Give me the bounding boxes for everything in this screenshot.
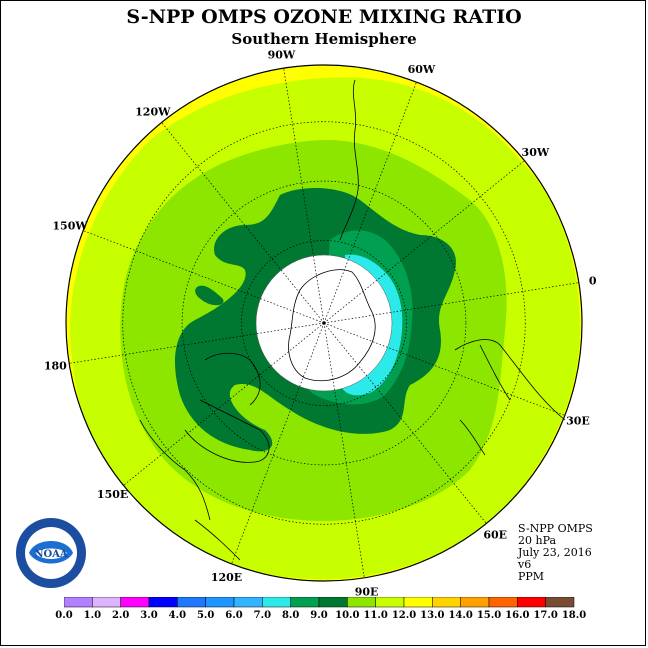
colorbar-tick-label: 12.0 (391, 610, 417, 621)
graticule (69, 68, 579, 578)
colorbar-swatch (205, 597, 235, 608)
colorbar-tick-label: 3.0 (140, 610, 158, 621)
colorbar-swatch (347, 597, 376, 608)
colorbar-tick-label: 9.0 (310, 610, 328, 621)
longitude-label: 90W (268, 48, 296, 61)
colorbar-tick-label: 6.0 (225, 610, 243, 621)
colorbar-swatch (262, 597, 291, 608)
colorbar-swatch (318, 597, 348, 608)
colorbar-tick-label: 13.0 (420, 610, 445, 621)
noaa-logo: NOAA (16, 518, 86, 588)
colorbar-swatch (403, 597, 433, 608)
colorbar-tick-label: 14.0 (448, 610, 473, 621)
africa-coast (454, 339, 566, 456)
meridian-line (83, 230, 325, 324)
ozone-field (66, 65, 582, 581)
latitude-circle (241, 240, 407, 406)
info-units: PPM (518, 570, 545, 583)
meridian-line (123, 322, 325, 486)
colorbar-tick-label: 11.0 (363, 610, 388, 621)
longitude-label: 60W (408, 63, 436, 76)
colorbar-swatch (375, 597, 405, 608)
south-america-coast (339, 79, 359, 241)
info-block: S-NPP OMPS 20 hPa July 23, 2016 v6 PPM (518, 523, 593, 583)
info-date: July 23, 2016 (518, 546, 592, 559)
colorbar-swatch (120, 597, 150, 608)
colorbar-swatch (148, 597, 178, 608)
colorbar-tick-label: 0.0 (55, 610, 73, 621)
map-boundary (65, 64, 583, 582)
colorbar-tick-label: 18.0 (561, 610, 587, 621)
info-level: 20 hPa (518, 534, 557, 547)
longitude-label: 150E (97, 488, 128, 501)
colorbar-swatch (64, 597, 93, 608)
meridian-line (283, 68, 325, 324)
south-pole-marker (322, 321, 326, 325)
colorbar-tick-label: 15.0 (476, 610, 502, 621)
longitude-label: 0 (589, 274, 597, 287)
colorbar-swatch (233, 597, 263, 608)
colorbar-tick-label: 5.0 (196, 610, 215, 621)
meridian-line (323, 322, 487, 524)
longitude-label: 120W (135, 106, 171, 119)
polar-night-outline (255, 254, 393, 392)
meridian-line (323, 160, 525, 324)
colorbar-swatch (545, 597, 575, 608)
colorbar-swatch (177, 597, 206, 608)
colorbar-tick-label: 1.0 (83, 610, 102, 621)
meridian-line (69, 322, 325, 364)
colorbar-swatch (92, 597, 121, 608)
longitude-label: 180 (44, 360, 67, 373)
meridian-line (323, 82, 417, 324)
longitude-labels: 90W 60W 30W 0 30E 60E 90E 120E 150E 180 150W 120W (44, 48, 597, 598)
colorbar-tick-label: 10.0 (335, 610, 360, 621)
map-title: S-NPP OMPS OZONE MIXING RATIO (126, 6, 522, 28)
meridian-line (161, 122, 325, 324)
colorbar-swatch (460, 597, 490, 608)
colorbar-tick-label: 7.0 (253, 610, 272, 621)
latitude-circle (181, 180, 467, 466)
meridian-line (323, 322, 565, 416)
colorbar-tick-label: 8.0 (281, 610, 300, 621)
colorbar (64, 597, 575, 608)
longitude-label: 30E (566, 414, 590, 427)
colorbar-swatch (488, 597, 518, 608)
noaa-logo-text: NOAA (34, 549, 68, 560)
colorbar-tick-label: 4.0 (168, 610, 187, 621)
colorbar-tick-label: 16.0 (505, 610, 530, 621)
contour-island-blob (195, 285, 224, 306)
antarctica-coast (288, 269, 376, 382)
longitude-label: 30W (522, 146, 550, 159)
longitude-label: 120E (211, 571, 242, 584)
colorbar-swatch (290, 597, 320, 608)
meridian-line (323, 282, 579, 324)
longitude-label: 90E (355, 586, 379, 599)
meridian-line (231, 322, 325, 564)
colorbar-swatch (432, 597, 461, 608)
info-instrument: S-NPP OMPS (518, 522, 593, 535)
longitude-label: 150W (52, 220, 88, 233)
meridian-line (323, 322, 365, 578)
map-subtitle: Southern Hemisphere (231, 30, 417, 48)
colorbar-tick-label: 17.0 (533, 610, 558, 621)
info-version: v6 (518, 558, 532, 571)
colorbar-swatch (517, 597, 546, 608)
latitude-circle (122, 121, 526, 525)
colorbar-tick-label: 2.0 (111, 610, 130, 621)
longitude-label: 60E (483, 528, 507, 541)
